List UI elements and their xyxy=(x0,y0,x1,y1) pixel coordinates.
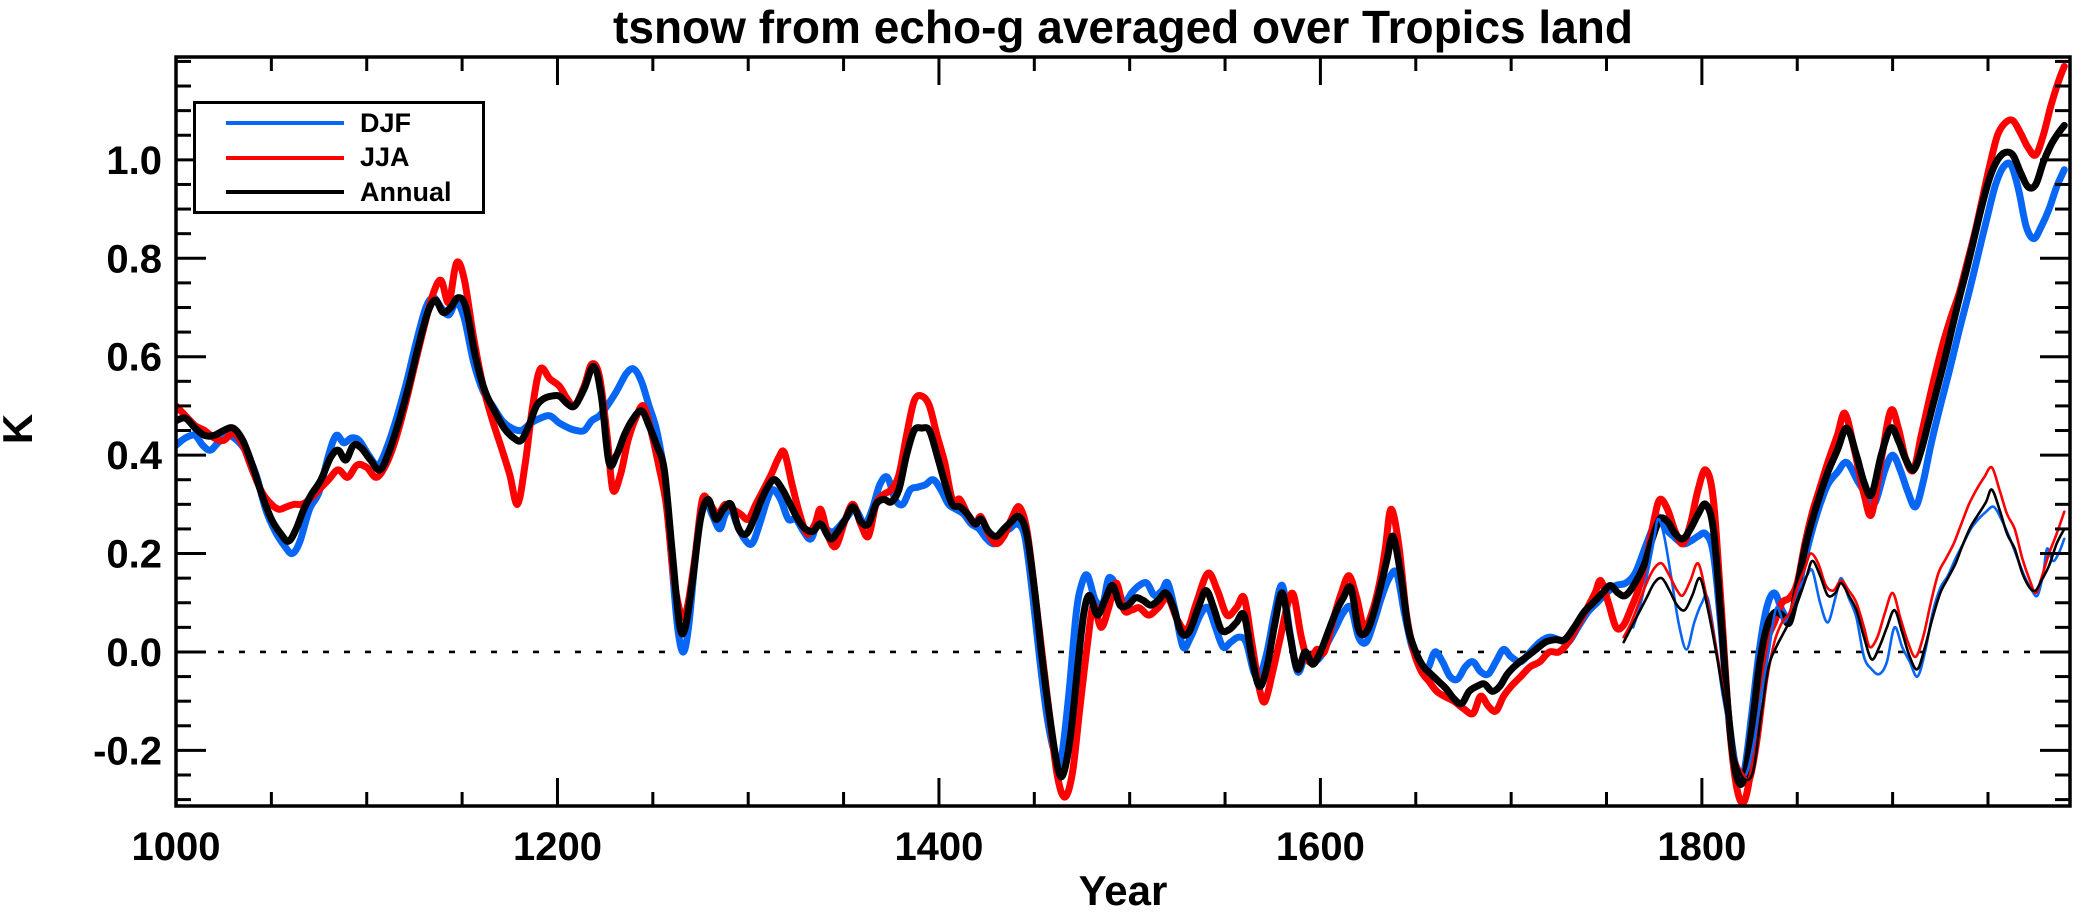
legend-label-jja: JJA xyxy=(360,142,410,172)
legend-label-annual: Annual xyxy=(360,176,452,207)
series-jja-thin xyxy=(1622,465,2066,784)
djf-line-sample xyxy=(226,121,344,125)
series-annual xyxy=(175,121,2068,788)
x-axis-label: Year xyxy=(1078,867,1168,914)
y-tick-label: 0.8 xyxy=(106,237,162,281)
legend: DJF JJA Annual xyxy=(193,101,485,214)
legend-row: Annual xyxy=(196,177,482,208)
x-tick-label: 1000 xyxy=(132,825,221,869)
series-annual-thin xyxy=(1622,488,2066,782)
y-tick-label: 0.6 xyxy=(106,336,162,380)
chart-title: tsnow from echo-g averaged over Tropics … xyxy=(613,1,1633,53)
y-tick-label: -0.2 xyxy=(93,729,162,773)
x-tick-label: 1400 xyxy=(894,825,983,869)
jja-line-sample xyxy=(226,155,344,160)
x-tick-label: 1200 xyxy=(513,825,602,869)
y-tick-label: 0.2 xyxy=(106,533,162,577)
x-tick-label: 1600 xyxy=(1276,825,1365,869)
series-djf xyxy=(175,159,2068,781)
y-tick-label: 1.0 xyxy=(106,139,162,183)
y-tick-label: 0.0 xyxy=(106,631,162,675)
legend-label-djf: DJF xyxy=(360,107,412,138)
x-tick-label: 1800 xyxy=(1657,825,1746,869)
annual-line-sample xyxy=(226,190,344,194)
series-djf-thin xyxy=(1631,505,2066,778)
y-tick-label: 0.4 xyxy=(106,434,162,478)
legend-row: DJF xyxy=(196,108,482,139)
legend-row: JJA xyxy=(196,142,482,173)
